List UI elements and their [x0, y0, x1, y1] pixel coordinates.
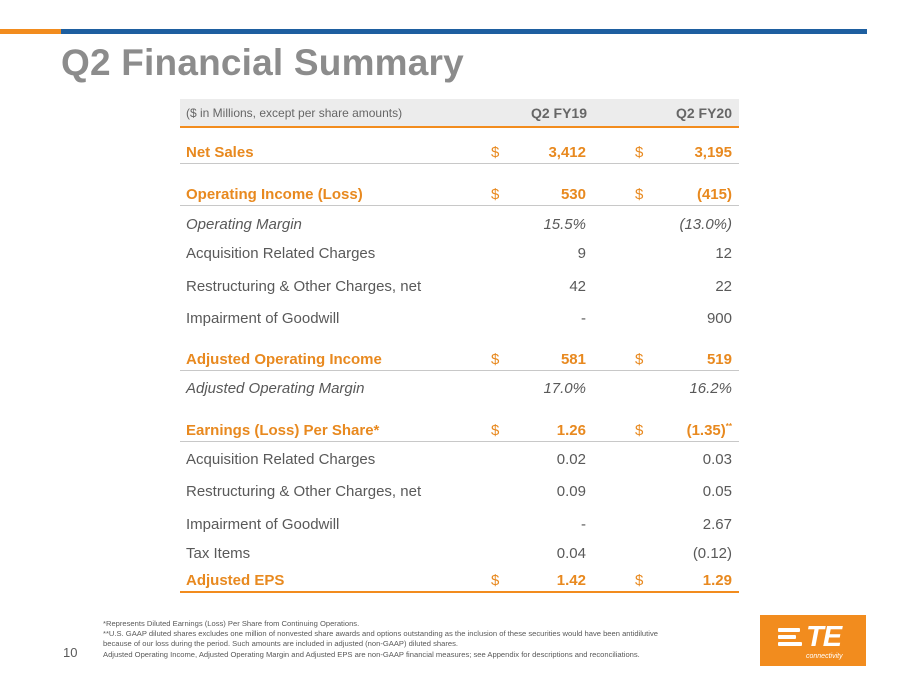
- currency-symbol: $: [635, 186, 644, 203]
- accent-bar-blue: [61, 29, 867, 34]
- value-q2-fy20: 519: [706, 351, 732, 368]
- value-q2-fy20: 22: [715, 278, 732, 295]
- value-q2-fy20: 900: [706, 310, 732, 327]
- value-q2-fy20: 3,195: [694, 144, 732, 161]
- footnote: **U.S. GAAP diluted shares excludes one …: [103, 629, 658, 639]
- row-label: Net Sales: [186, 144, 254, 161]
- value-text: (1.35): [686, 422, 726, 439]
- row-label: Acquisition Related Charges: [186, 245, 376, 262]
- row-adjusted-eps: Adjusted EPS $ 1.42 $ 1.29: [180, 569, 739, 593]
- row-label: Tax Items: [186, 545, 251, 562]
- value-q2-fy20: 16.2%: [689, 380, 732, 397]
- value-q2-fy20: (1.35)**: [687, 422, 732, 439]
- value-q2-fy19: 1.26: [556, 422, 586, 439]
- value-q2-fy19: 0.02: [556, 451, 586, 468]
- footnote: Adjusted Operating Income, Adjusted Oper…: [103, 649, 640, 659]
- row-earnings-per-share: Earnings (Loss) Per Share* $ 1.26 $ (1.3…: [180, 419, 739, 442]
- table-header: ($ in Millions, except per share amounts…: [180, 99, 739, 128]
- row-label: Impairment of Goodwill: [186, 516, 340, 533]
- value-q2-fy20: 0.03: [702, 451, 732, 468]
- value-q2-fy20: (13.0%): [679, 216, 732, 233]
- row-tax-items: Tax Items 0.04 (0.12): [180, 542, 739, 564]
- currency-symbol: $: [491, 186, 500, 203]
- footnote-marker: **: [725, 422, 732, 431]
- unit-label: ($ in Millions, except per share amounts…: [186, 106, 403, 120]
- row-eps-impairment-goodwill: Impairment of Goodwill - 2.67: [180, 513, 739, 535]
- value-q2-fy19: 1.42: [556, 572, 586, 589]
- row-net-sales: Net Sales $ 3,412 $ 3,195: [180, 141, 739, 164]
- value-q2-fy20: 2.67: [702, 516, 732, 533]
- logo-text: TE: [806, 621, 842, 653]
- value-q2-fy20: 12: [715, 245, 732, 262]
- row-operating-income: Operating Income (Loss) $ 530 $ (415): [180, 183, 739, 206]
- currency-symbol: $: [635, 351, 644, 368]
- financial-summary-table: ($ in Millions, except per share amounts…: [180, 99, 739, 593]
- row-label: Adjusted Operating Income: [186, 351, 382, 368]
- row-operating-margin: Operating Margin 15.5% (13.0%): [180, 213, 739, 235]
- row-eps-acquisition-charges: Acquisition Related Charges 0.02 0.03: [180, 448, 739, 470]
- value-q2-fy19: 0.09: [556, 483, 586, 500]
- row-label: Operating Margin: [186, 216, 302, 233]
- accent-bar-orange: [0, 29, 61, 34]
- currency-symbol: $: [491, 422, 500, 439]
- row-label: Adjusted Operating Margin: [186, 380, 365, 397]
- column-header-q2-fy20: Q2 FY20: [675, 105, 732, 121]
- value-q2-fy20: 1.29: [702, 572, 732, 589]
- value-q2-fy19: 17.0%: [543, 380, 586, 397]
- value-q2-fy19: 42: [569, 278, 586, 295]
- page-number: 10: [63, 645, 78, 660]
- logo-subtext: connectivity: [806, 653, 843, 660]
- currency-symbol: $: [635, 144, 644, 161]
- currency-symbol: $: [491, 144, 500, 161]
- page-title: Q2 Financial Summary: [61, 42, 464, 83]
- column-header-q2-fy19: Q2 FY19: [530, 105, 587, 121]
- row-acquisition-charges: Acquisition Related Charges 9 12: [180, 242, 739, 264]
- footnotes: *Represents Diluted Earnings (Loss) Per …: [103, 619, 743, 660]
- currency-symbol: $: [491, 572, 500, 589]
- row-label: Restructuring & Other Charges, net: [186, 483, 422, 500]
- currency-symbol: $: [491, 351, 500, 368]
- row-label: Operating Income (Loss): [186, 186, 363, 203]
- value-q2-fy19: 15.5%: [543, 216, 586, 233]
- row-adjusted-operating-margin: Adjusted Operating Margin 17.0% 16.2%: [180, 377, 739, 399]
- value-q2-fy19: -: [581, 516, 586, 533]
- value-q2-fy19: 530: [560, 186, 586, 203]
- value-q2-fy19: 581: [560, 351, 586, 368]
- row-adjusted-operating-income: Adjusted Operating Income $ 581 $ 519: [180, 348, 739, 371]
- row-label: Adjusted EPS: [186, 572, 285, 589]
- currency-symbol: $: [635, 422, 644, 439]
- row-restructuring-charges: Restructuring & Other Charges, net 42 22: [180, 275, 739, 297]
- footnote: *Represents Diluted Earnings (Loss) Per …: [103, 619, 360, 628]
- row-eps-restructuring-charges: Restructuring & Other Charges, net 0.09 …: [180, 480, 739, 502]
- row-label: Restructuring & Other Charges, net: [186, 278, 422, 295]
- row-label: Earnings (Loss) Per Share*: [186, 422, 380, 439]
- value-q2-fy20: 0.05: [702, 483, 732, 500]
- value-q2-fy20: (0.12): [692, 545, 732, 562]
- value-q2-fy19: 9: [577, 245, 586, 262]
- row-label: Acquisition Related Charges: [186, 451, 376, 468]
- value-q2-fy19: 0.04: [556, 545, 586, 562]
- value-q2-fy20: (415): [696, 186, 732, 203]
- te-connectivity-logo: TE connectivity: [760, 615, 866, 666]
- currency-symbol: $: [635, 572, 644, 589]
- value-q2-fy19: -: [581, 310, 586, 327]
- value-q2-fy19: 3,412: [548, 144, 586, 161]
- row-label: Impairment of Goodwill: [186, 310, 340, 327]
- logo-stripes-icon: [778, 628, 802, 649]
- row-impairment-goodwill: Impairment of Goodwill - 900: [180, 307, 739, 329]
- footnote: because of our loss during the period. S…: [103, 639, 459, 649]
